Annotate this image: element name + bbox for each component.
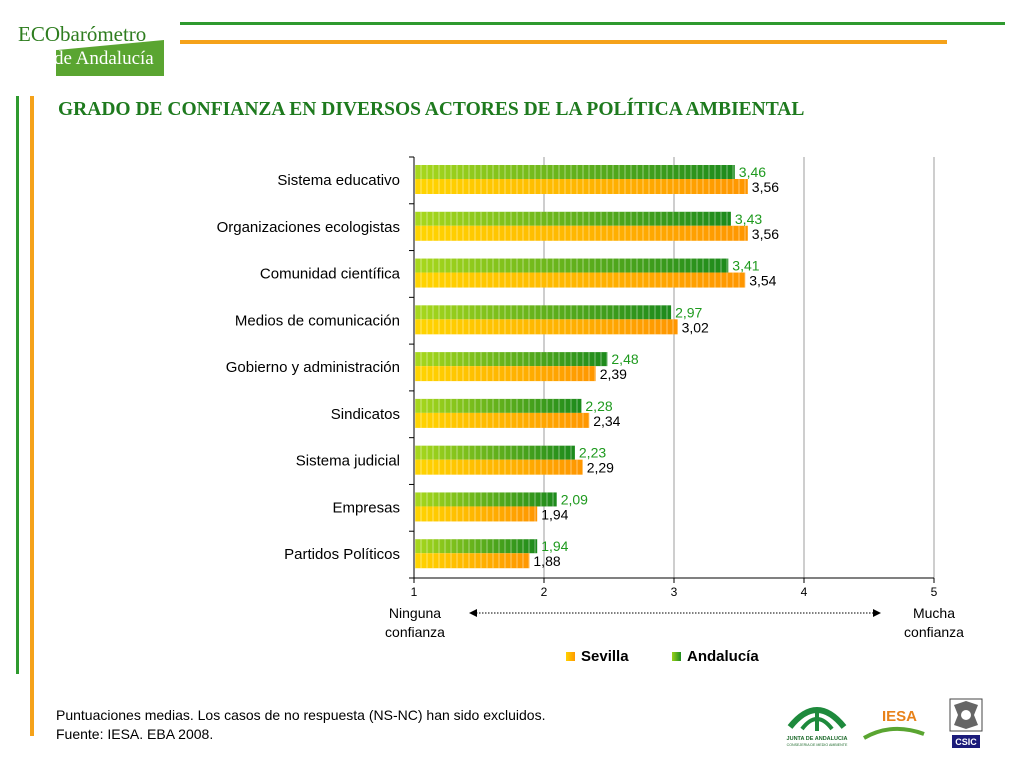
- category-label-partidos-politicos: Partidos Políticos: [284, 546, 400, 563]
- logo-title: ECObarómetro: [18, 22, 147, 46]
- legend-item-andalucia: Andalucía: [672, 645, 759, 667]
- bar-sevilla-texture-gobierno-y-administracion: [415, 366, 596, 382]
- data-label-andalucia-comunidad-cientifica: 3,41: [732, 258, 759, 274]
- header-orange-rule: [180, 40, 947, 44]
- junta-department: CONSEJERIA DE MEDIO AMBIENTE: [787, 743, 848, 747]
- junta-andalucia-logo: JUNTA DE ANDALUCIA CONSEJERIA DE MEDIO A…: [787, 707, 848, 747]
- data-label-sevilla-sistema-judicial: 2,29: [587, 460, 614, 476]
- footnote: Puntuaciones medias. Los casos de no res…: [56, 706, 545, 744]
- legend-swatch-sevilla: [566, 651, 575, 661]
- scale-arrow-left-head: [469, 609, 477, 617]
- junta-column-icon: [815, 711, 819, 731]
- bar-andalucia-texture-sistema-educativo: [415, 165, 735, 179]
- csic-logo: CSIC: [949, 698, 983, 748]
- bar-sevilla-texture-medios-de-comunicacion: [415, 319, 678, 335]
- x-tick-label-1: 1: [411, 585, 418, 599]
- x-tick-label-4: 4: [801, 585, 808, 599]
- bar-andalucia-texture-comunidad-cientifica: [415, 258, 729, 273]
- data-label-sevilla-medios-de-comunicacion: 3,02: [682, 319, 709, 335]
- logo-subtitle: de Andalucía: [54, 48, 154, 69]
- chart-title: GRADO DE CONFIANZA EN DIVERSOS ACTORES D…: [58, 99, 805, 120]
- bar-andalucia-texture-organizaciones-ecologistas: [415, 211, 731, 226]
- data-label-sevilla-empresas: 1,94: [541, 506, 568, 522]
- footnote-line1: Puntuaciones medias. Los casos de no res…: [56, 707, 546, 723]
- bar-andalucia-texture-sindicatos: [415, 398, 582, 413]
- data-label-andalucia-sindicatos: 2,28: [585, 398, 612, 414]
- scale-min-line1: Ninguna: [388, 605, 442, 621]
- category-label-empresas: Empresas: [332, 499, 400, 516]
- bar-sevilla-texture-sistema-judicial: [415, 459, 583, 475]
- data-label-sevilla-partidos-politicos: 1,88: [533, 553, 560, 569]
- scale-min-line2: confianza: [385, 624, 445, 640]
- bars-layer: [415, 165, 748, 569]
- csic-emblem-center: [961, 710, 971, 720]
- data-label-sevilla-gobierno-y-administracion: 2,39: [600, 366, 627, 382]
- scale-max-label: Mucha confianza: [886, 604, 982, 642]
- ecobarometro-logo: ECObarómetro de Andalucía: [14, 22, 166, 82]
- data-label-andalucia-organizaciones-ecologistas: 3,43: [735, 211, 762, 227]
- bar-sevilla-texture-sistema-educativo: [415, 179, 748, 194]
- x-tick-label-2: 2: [541, 585, 548, 599]
- bar-sevilla-texture-organizaciones-ecologistas: [415, 225, 748, 241]
- left-orange-rule: [30, 96, 34, 736]
- bar-sevilla-texture-partidos-politicos: [415, 553, 530, 569]
- junta-name: JUNTA DE ANDALUCIA: [787, 736, 848, 742]
- legend-swatch-andalucia: [672, 651, 681, 661]
- x-tick-label-5: 5: [931, 585, 938, 599]
- bar-andalucia-texture-sistema-judicial: [415, 445, 575, 460]
- legend-item-sevilla: Sevilla: [566, 645, 629, 667]
- data-label-andalucia-sistema-judicial: 2,23: [579, 445, 606, 461]
- bar-sevilla-texture-sindicatos: [415, 412, 590, 428]
- data-label-andalucia-partidos-politicos: 1,94: [541, 538, 568, 554]
- legend-label-sevilla: Sevilla: [581, 647, 629, 665]
- legend-label-andalucia: Andalucía: [687, 647, 759, 665]
- iesa-wordmark: IESA: [882, 708, 917, 725]
- category-label-comunidad-cientifica: Comunidad científica: [260, 266, 401, 283]
- bar-andalucia-texture-partidos-politicos: [415, 539, 538, 554]
- bar-andalucia-texture-medios-de-comunicacion: [415, 305, 672, 320]
- data-label-sevilla-sindicatos: 2,34: [593, 413, 620, 429]
- category-label-organizaciones-ecologistas: Organizaciones ecologistas: [217, 219, 400, 236]
- category-label-gobierno-y-administracion: Gobierno y administración: [226, 359, 400, 376]
- left-green-rule: [16, 96, 19, 674]
- csic-label-bg: [952, 735, 980, 748]
- bar-sevilla-texture-empresas: [415, 506, 538, 522]
- iesa-swoosh-icon: [863, 726, 925, 740]
- data-label-andalucia-medios-de-comunicacion: 2,97: [675, 304, 702, 320]
- scale-arrow: [469, 609, 881, 617]
- header-green-rule: [180, 22, 1005, 25]
- csic-wordmark: CSIC: [955, 737, 977, 747]
- scale-max-line2: confianza: [904, 624, 964, 640]
- junta-arch-icon: [787, 707, 847, 729]
- x-tick-label-3: 3: [671, 585, 678, 599]
- bar-sevilla-texture-comunidad-cientifica: [415, 272, 746, 288]
- data-label-andalucia-gobierno-y-administracion: 2,48: [611, 351, 638, 367]
- scale-max-line1: Mucha: [912, 605, 956, 621]
- scale-min-label: Ninguna confianza: [372, 604, 458, 642]
- iesa-logo: IESA: [863, 708, 925, 740]
- category-label-sistema-educativo: Sistema educativo: [277, 172, 400, 189]
- scale-arrow-right-head: [873, 609, 881, 617]
- bar-andalucia-texture-gobierno-y-administracion: [415, 352, 608, 367]
- category-label-medios-de-comunicacion: Medios de comunicación: [235, 312, 400, 329]
- data-label-andalucia-empresas: 2,09: [561, 491, 588, 507]
- category-label-sindicatos: Sindicatos: [331, 406, 400, 423]
- data-label-sevilla-organizaciones-ecologistas: 3,56: [752, 226, 779, 242]
- category-label-sistema-judicial: Sistema judicial: [296, 453, 400, 470]
- bar-andalucia-texture-empresas: [415, 492, 557, 507]
- data-label-sevilla-sistema-educativo: 3,56: [752, 179, 779, 195]
- data-label-andalucia-sistema-educativo: 3,46: [739, 164, 766, 180]
- data-label-sevilla-comunidad-cientifica: 3,54: [749, 273, 776, 289]
- footnote-line2: Fuente: IESA. EBA 2008.: [56, 726, 214, 742]
